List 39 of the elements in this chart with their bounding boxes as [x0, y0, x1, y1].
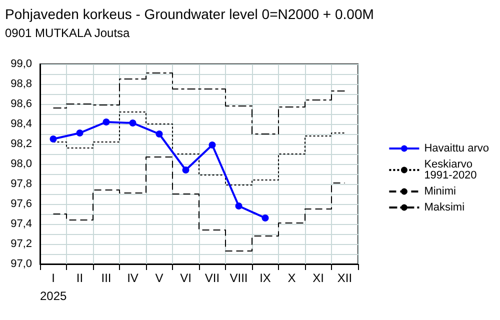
- point: [235, 202, 242, 210]
- x-tick-label: VIII: [230, 271, 248, 285]
- point: [262, 214, 269, 222]
- x-axis-title: 2025: [40, 289, 68, 303]
- y-tick-label: 99,0: [10, 58, 32, 70]
- point: [129, 120, 136, 126]
- y-tick-label: 97,0: [10, 258, 32, 270]
- y-tick-label: 98,0: [10, 158, 32, 170]
- point: [156, 130, 163, 138]
- y-tick-label: 97,6: [10, 198, 32, 210]
- x-tick-label: I: [52, 271, 55, 285]
- x-tick-label: IV: [127, 271, 138, 285]
- point: [102, 118, 110, 126]
- x-tick-label: XII: [337, 271, 352, 285]
- chart-title: Pohjaveden korkeus - Groundwater level 0=N2000 + 0.00M: [5, 6, 374, 22]
- y-tick-label: 97,8: [10, 178, 32, 190]
- y-tick-label: 98,4: [10, 118, 32, 130]
- point: [208, 142, 216, 148]
- x-tick-label: X: [288, 271, 296, 285]
- x-tick-label: VII: [204, 271, 220, 285]
- legend-label: Minimi: [424, 186, 456, 198]
- legend-label: Maksimi: [424, 202, 465, 214]
- x-tick-label: VI: [180, 271, 192, 285]
- x-tick-label: II: [76, 271, 84, 285]
- y-tick-label: 98,8: [10, 78, 32, 90]
- chart-subtitle: 0901 MUTKALA Joutsa: [5, 26, 130, 40]
- legend-label: Havaittu arvo: [424, 142, 490, 154]
- point: [76, 130, 84, 136]
- y-tick-label: 97,4: [10, 218, 32, 230]
- y-tick-label: 98,6: [10, 98, 32, 110]
- x-tick-label: III: [101, 271, 112, 285]
- y-tick-label: 98,2: [10, 138, 32, 150]
- y-tick-label: 97,2: [10, 238, 32, 250]
- legend-label: Keskiarvo 1991-2020: [424, 158, 477, 182]
- x-tick-label: IX: [260, 271, 271, 285]
- point: [50, 136, 57, 142]
- x-tick-label: XI: [312, 271, 324, 285]
- point: [182, 166, 190, 174]
- x-tick-label: V: [155, 271, 164, 285]
